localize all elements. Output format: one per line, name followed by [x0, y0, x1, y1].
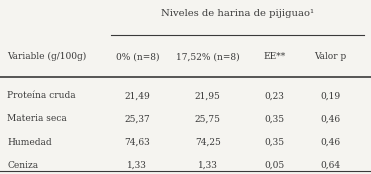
Text: EE**: EE**: [263, 52, 286, 61]
Text: 74,25: 74,25: [195, 138, 221, 147]
Text: Proteína cruda: Proteína cruda: [7, 91, 76, 100]
Text: Niveles de harina de pijiguao¹: Niveles de harina de pijiguao¹: [161, 9, 314, 18]
Text: Variable (g/100g): Variable (g/100g): [7, 52, 87, 61]
Text: 21,95: 21,95: [195, 91, 221, 100]
Text: 0,35: 0,35: [265, 138, 285, 147]
Text: 0,35: 0,35: [265, 114, 285, 124]
Text: 0,46: 0,46: [320, 114, 340, 124]
Text: 0,05: 0,05: [265, 161, 285, 170]
Text: 74,63: 74,63: [124, 138, 150, 147]
Text: Ceniza: Ceniza: [7, 161, 39, 170]
Text: 21,49: 21,49: [124, 91, 150, 100]
Text: 0% (n=8): 0% (n=8): [115, 52, 159, 61]
Text: 0,23: 0,23: [265, 91, 285, 100]
Text: 17,52% (n=8): 17,52% (n=8): [176, 52, 240, 61]
Text: 25,75: 25,75: [195, 114, 221, 124]
Text: 1,33: 1,33: [127, 161, 147, 170]
Text: Valor p: Valor p: [314, 52, 346, 61]
Text: Humedad: Humedad: [7, 138, 52, 147]
Text: 25,37: 25,37: [124, 114, 150, 124]
Text: 1,33: 1,33: [198, 161, 218, 170]
Text: 0,19: 0,19: [320, 91, 340, 100]
Text: Materia seca: Materia seca: [7, 114, 67, 124]
Text: 0,46: 0,46: [320, 138, 340, 147]
Text: 0,64: 0,64: [320, 161, 340, 170]
